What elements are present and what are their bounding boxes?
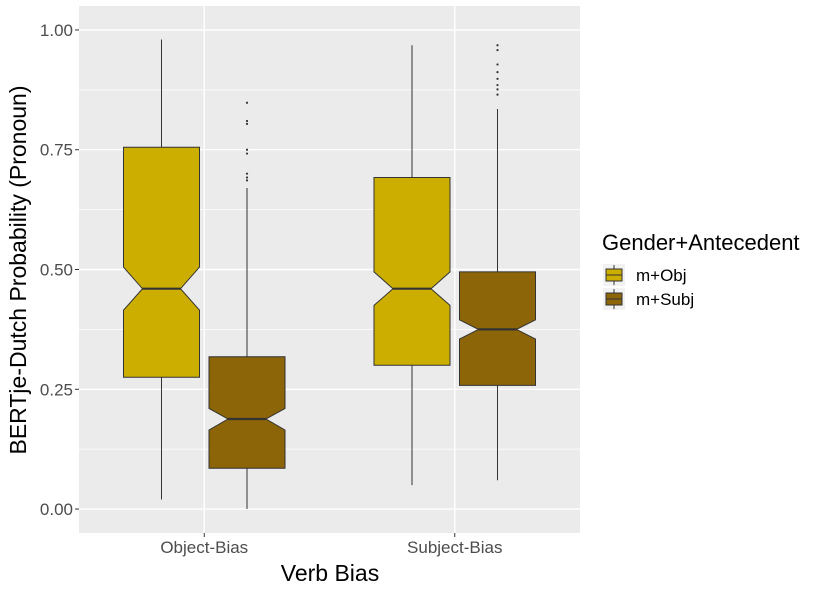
outlier-point — [245, 172, 249, 175]
y-axis-title: BERTje-Dutch Probability (Pronoun) — [5, 85, 31, 454]
outlier-point — [245, 152, 249, 155]
outlier-point — [245, 176, 249, 179]
outlier-point — [245, 122, 249, 125]
outlier-point — [496, 77, 499, 80]
y-tick-label: 0.75 — [40, 141, 73, 160]
outlier-point — [496, 88, 499, 91]
x-tick-label: Subject-Bias — [407, 538, 502, 557]
box-m+Subj-Object-Bias — [208, 101, 286, 510]
y-tick-label: 0.50 — [40, 261, 73, 280]
notched-box — [123, 146, 200, 378]
y-tick-label: 0.00 — [40, 500, 73, 519]
outlier-point — [496, 44, 499, 47]
outlier-point — [496, 48, 499, 52]
notched-box — [208, 356, 286, 469]
outlier-point — [496, 93, 499, 96]
legend-key-m+Subj — [603, 288, 625, 310]
outlier-point — [496, 83, 499, 87]
box-m+Obj-Subject-Bias — [373, 45, 451, 486]
x-axis: Object-Bias Subject-Bias — [160, 533, 502, 557]
box-groups — [123, 39, 536, 510]
outlier-point — [496, 71, 499, 74]
legend: Gender+Antecedent m+Obj m+Subj — [602, 230, 800, 310]
outlier-point — [245, 101, 249, 104]
x-axis-title: Verb Bias — [281, 560, 379, 586]
box-m+Subj-Subject-Bias — [459, 44, 536, 481]
y-tick-label: 1.00 — [40, 21, 73, 40]
legend-title: Gender+Antecedent — [602, 230, 800, 255]
y-tick-label: 0.25 — [40, 380, 73, 399]
outlier-point — [245, 148, 249, 151]
notched-box — [373, 177, 451, 366]
outlier-point — [496, 63, 499, 66]
legend-key-m+Obj — [603, 264, 625, 286]
y-axis: 0.00 0.25 0.50 0.75 1.00 — [40, 21, 79, 519]
outlier-point — [245, 119, 249, 123]
x-tick-label: Object-Bias — [160, 538, 248, 557]
outlier-point — [245, 179, 249, 182]
box-m+Obj-Object-Bias — [123, 39, 200, 500]
legend-label: m+Obj — [636, 266, 687, 285]
legend-label: m+Subj — [636, 290, 694, 309]
